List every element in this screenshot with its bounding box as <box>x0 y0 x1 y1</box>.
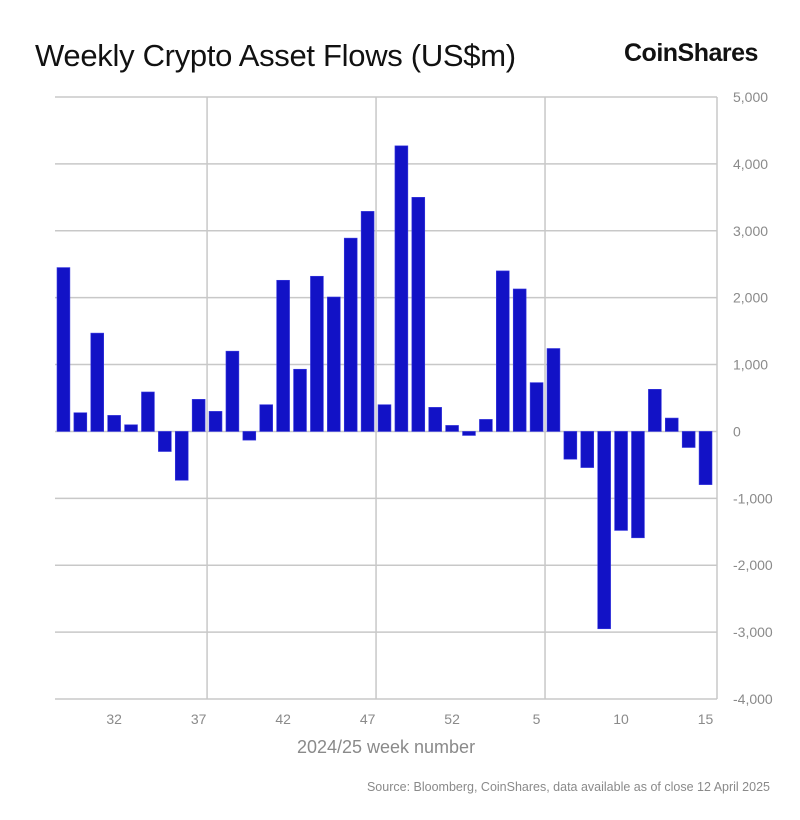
x-tick-label: 10 <box>613 711 629 727</box>
bar-week-51 <box>428 407 442 432</box>
x-tick-label: 37 <box>191 711 207 727</box>
x-axis-label: 2024/25 week number <box>297 737 475 757</box>
bar-week-14 <box>681 431 696 448</box>
bar-week-43 <box>293 368 307 432</box>
y-tick-label: -1,000 <box>733 490 773 506</box>
bar-week-48 <box>377 404 392 432</box>
y-tick-label: 4,000 <box>733 156 768 172</box>
bar-week-12 <box>648 389 662 432</box>
bar-week-30 <box>73 412 88 432</box>
bar-week-11 <box>631 431 645 539</box>
bar-week-13 <box>665 417 679 432</box>
x-tick-label: 32 <box>106 711 122 727</box>
bar-week-42 <box>276 279 290 432</box>
bar-week-9 <box>597 431 611 630</box>
bar-week-33 <box>124 424 138 432</box>
y-tick-label: 0 <box>733 423 741 439</box>
y-tick-label: 5,000 <box>733 89 768 105</box>
bar-week-46 <box>343 237 358 432</box>
bars <box>56 145 713 630</box>
bar-week-32 <box>107 415 121 432</box>
bar-week-44 <box>310 275 324 432</box>
x-tick-labels: 32 37 42 47 52 5 10 15 <box>106 711 713 727</box>
y-tick-label: -3,000 <box>733 624 773 640</box>
bar-week-3 <box>496 270 510 432</box>
x-tick-label: 47 <box>360 711 376 727</box>
x-tick-label: 5 <box>533 711 541 727</box>
bar-week-38 <box>208 411 223 432</box>
bar-week-52 <box>445 425 459 432</box>
bar-week-45 <box>327 296 341 432</box>
bar-week-50 <box>411 197 426 432</box>
coinshares-logo: CoinShares <box>624 39 758 67</box>
x-tick-label: 52 <box>444 711 460 727</box>
bar-week-31 <box>90 332 104 432</box>
bar-week-39 <box>225 350 240 432</box>
bar-week-40 <box>242 431 257 441</box>
bar-week-36 <box>174 431 189 481</box>
bar-week-5 <box>529 382 544 432</box>
y-tick-label: -4,000 <box>733 691 773 707</box>
x-tick-label: 15 <box>698 711 714 727</box>
bar-week-47 <box>360 211 375 432</box>
bar-week-7 <box>563 431 578 460</box>
bar-week-41 <box>259 404 273 432</box>
bar-week-8 <box>580 431 595 468</box>
bar-week-10 <box>614 431 628 531</box>
y-tick-labels: 5,000 4,000 3,000 2,000 1,000 0 -1,000 -2,000 -3… <box>733 89 773 707</box>
y-tick-label: 1,000 <box>733 357 768 373</box>
bar-week-34 <box>141 391 155 432</box>
bar-week-4 <box>512 288 527 432</box>
y-tick-label: -2,000 <box>733 557 773 573</box>
x-tick-label: 42 <box>275 711 291 727</box>
bar-week-35 <box>158 431 172 452</box>
y-tick-label: 2,000 <box>733 290 768 306</box>
bar-week-29 <box>56 267 71 432</box>
source-note: Source: Bloomberg, CoinShares, data avai… <box>366 780 770 794</box>
bar-week-37 <box>191 399 206 432</box>
bar-week-15 <box>698 431 713 485</box>
bar-week-2 <box>479 419 493 432</box>
bar-week-49 <box>394 145 409 432</box>
bar-week-1 <box>462 431 476 436</box>
y-tick-label: 3,000 <box>733 223 768 239</box>
bar-week-6 <box>546 348 561 432</box>
chart-title: Weekly Crypto Asset Flows (US$m) <box>35 38 516 73</box>
